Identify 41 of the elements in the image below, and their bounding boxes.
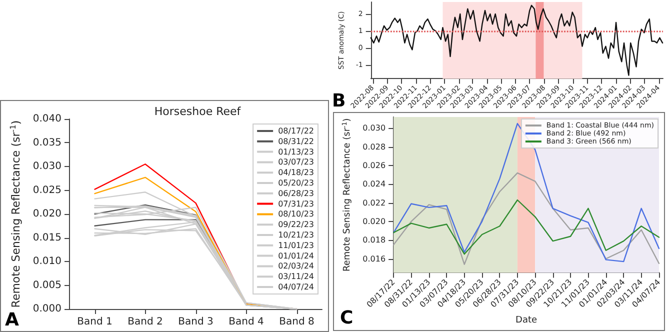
x-tick-label: Band 2 [128,316,163,328]
legend-label: 08/17/22 [278,126,314,136]
legend-label: 11/01/23 [278,240,314,250]
x-axis-title: Date [516,316,538,326]
text: C [340,308,354,328]
y-tick-label: 0.022 [362,198,386,208]
y-tick-label: 0.025 [32,184,62,196]
x-tick-label: Band 8 [279,316,314,328]
x-tick-label: Band 3 [178,316,214,328]
legend-label: 06/28/23 [278,188,314,198]
legend-label: 10/21/23 [278,230,314,240]
y-tick-label: 0.016 [362,254,386,264]
text: B [332,90,346,112]
legend-label: 03/07/23 [278,158,314,167]
y-tick-label: 0.040 [32,114,62,124]
y-tick-label: 0.018 [362,236,386,245]
y-tick-label: 0.015 [32,232,62,244]
y-tick-label: 0.020 [32,208,62,220]
legend-label: 02/03/24 [278,262,314,271]
y-tick-label: 0.030 [32,161,62,172]
y-tick-label: 0.026 [362,160,386,170]
y-tick-label: 0.000 [32,304,62,314]
y-tick-label: 0.035 [32,137,62,148]
legend-label: 07/31/23 [278,199,314,208]
legend-label: 01/13/23 [278,147,314,156]
x-tick-label: Band 1 [77,316,112,328]
x-tick-label: Band 4 [228,316,264,328]
legend-label: 09/22/23 [278,220,314,230]
legend-label: 08/31/22 [278,136,314,146]
legend-label: 08/10/23 [278,210,314,219]
chart-title: Horseshoe Reef [154,105,242,118]
y-tick-label: 0.030 [362,124,386,133]
y-tick-label: 0.024 [362,180,386,189]
y-tick-label: 0.010 [32,256,62,267]
legend-label: 04/18/23 [278,168,314,178]
y-tick-label: 0.028 [362,142,386,152]
text: A [5,310,19,330]
y-tick-label: 0.005 [32,280,62,291]
y-tick-label: 0.020 [362,216,386,226]
legend-label: 05/20/23 [278,178,314,188]
legend-label: 01/01/24 [278,251,314,260]
